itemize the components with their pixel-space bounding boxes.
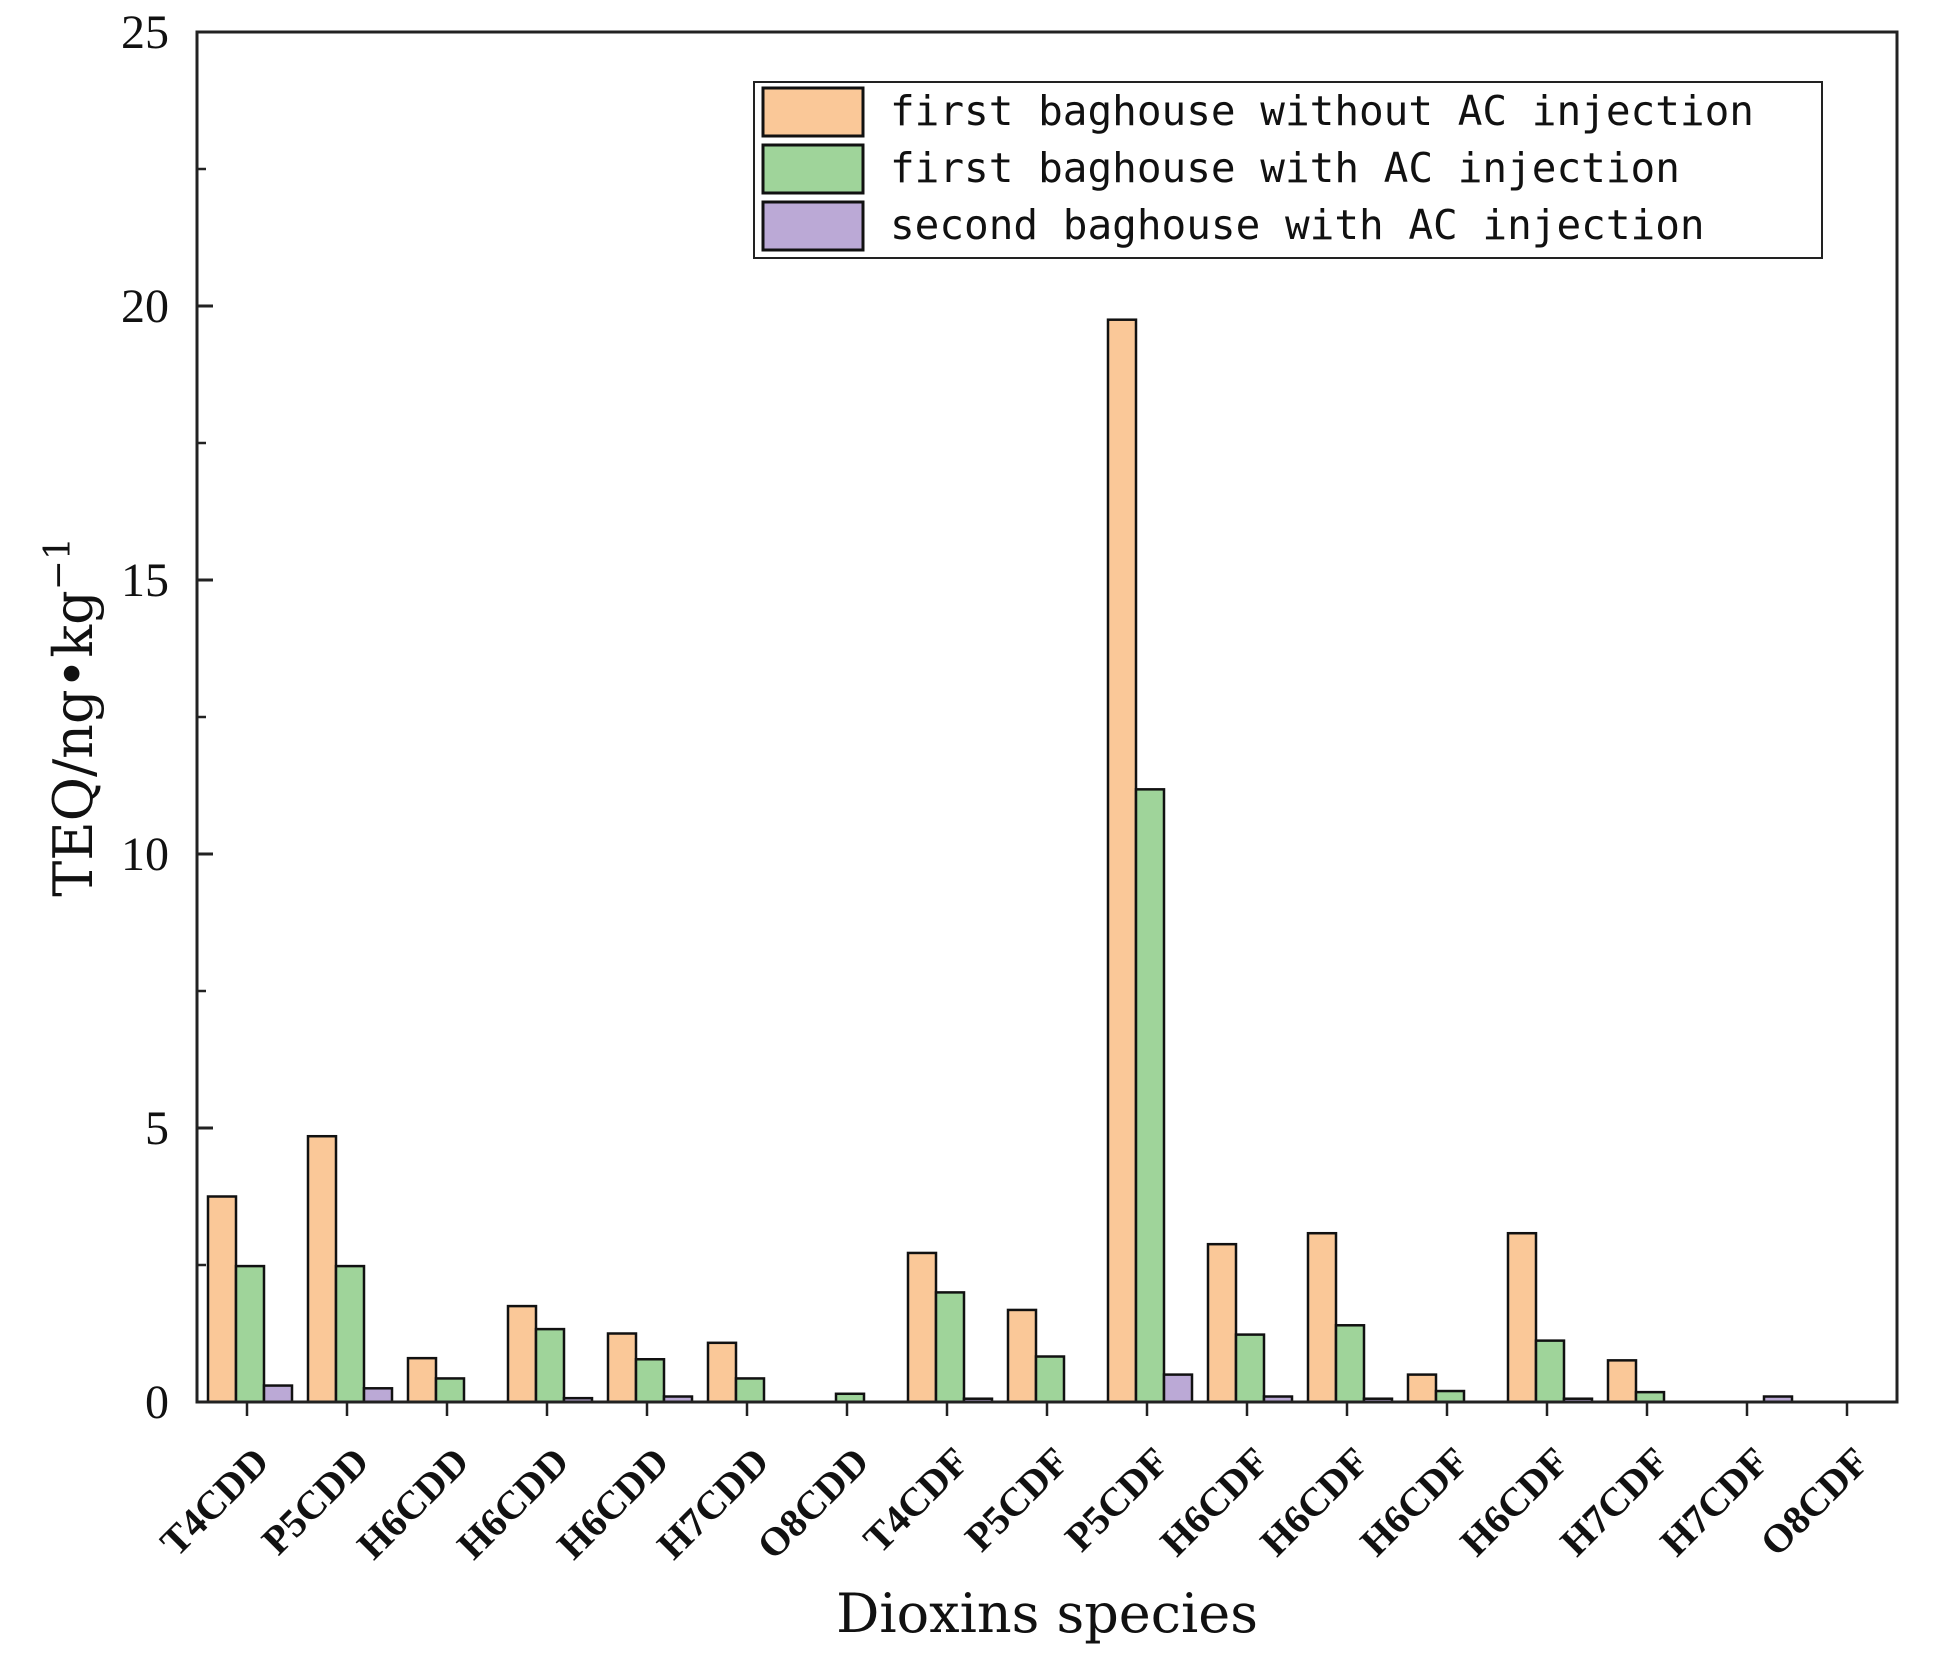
bar [906, 1251, 938, 1404]
x-tick-label: T4CDD [151, 1439, 277, 1565]
bar [734, 1377, 766, 1404]
bar [1434, 1389, 1466, 1404]
bar [406, 1356, 438, 1404]
legend-swatch [761, 143, 865, 195]
bar-group [206, 318, 1794, 1404]
x-axis: T4CDDP5CDDH6CDDH6CDDH6CDDH7CDDO8CDDT4CDF… [151, 1402, 1877, 1568]
x-axis-title: Dioxins species [836, 1582, 1258, 1645]
y-axis-title-main: TEQ/ng•kg [42, 590, 105, 896]
bar [606, 1332, 638, 1404]
bar [1606, 1359, 1638, 1404]
y-tick-label: 20 [121, 280, 169, 333]
x-tick-label: H6CDF [1451, 1439, 1577, 1565]
bar [1006, 1308, 1038, 1404]
x-tick-label: H6CDD [548, 1439, 677, 1568]
y-tick-label: 10 [121, 828, 169, 881]
x-tick-label: H6CDF [1251, 1439, 1377, 1565]
y-tick-label: 15 [121, 554, 169, 607]
bar [334, 1264, 366, 1404]
x-tick-label: H7CDF [1551, 1439, 1677, 1565]
bar [1334, 1324, 1366, 1404]
y-axis-title-superscript: −1 [38, 537, 79, 590]
bar [234, 1264, 266, 1404]
y-tick-label: 0 [145, 1376, 169, 1429]
bar [1234, 1333, 1266, 1404]
bar [534, 1327, 566, 1404]
bar [506, 1304, 538, 1404]
x-tick-label: P5CDF [956, 1439, 1077, 1560]
x-tick-label: H6CDF [1351, 1439, 1477, 1565]
legend-label: first baghouse with AC injection [890, 144, 1680, 192]
legend-box [753, 81, 1823, 259]
bar [1206, 1242, 1238, 1404]
bar [1034, 1355, 1066, 1404]
bar [1506, 1231, 1538, 1404]
bar [634, 1358, 666, 1404]
x-tick-label: O8CDD [748, 1439, 877, 1568]
x-tick-label: O8CDF [1751, 1439, 1877, 1565]
bar [262, 1384, 294, 1404]
legend-swatch [761, 86, 865, 138]
bar [1306, 1231, 1338, 1404]
bar [1106, 318, 1138, 1404]
x-tick-label: T4CDF [854, 1439, 977, 1562]
y-tick-label: 5 [145, 1102, 169, 1155]
y-axis: 0 5 10 15 20 25 [121, 6, 213, 1429]
bar [934, 1291, 966, 1404]
y-tick-label: 25 [121, 6, 169, 59]
bar [206, 1195, 238, 1404]
bar [1406, 1373, 1438, 1404]
x-tick-label: H7CDD [648, 1439, 777, 1568]
x-tick-label: H6CDD [348, 1439, 477, 1568]
x-tick-label: H6CDD [448, 1439, 577, 1568]
x-tick-label: H6CDF [1151, 1439, 1277, 1565]
y-axis-title: TEQ/ng•kg−1 [38, 537, 105, 896]
x-tick-label: H7CDF [1651, 1439, 1777, 1565]
bar [706, 1341, 738, 1404]
bar [434, 1377, 466, 1404]
bar [306, 1134, 338, 1404]
legend: first baghouse without AC injection first… [753, 81, 1823, 259]
bar [1162, 1373, 1194, 1404]
bar [362, 1387, 394, 1404]
legend-label: second baghouse with AC injection [890, 201, 1705, 249]
legend-swatch [761, 200, 865, 252]
bar [1134, 788, 1166, 1404]
legend-label: first baghouse without AC injection [890, 87, 1754, 135]
bar [1534, 1339, 1566, 1404]
